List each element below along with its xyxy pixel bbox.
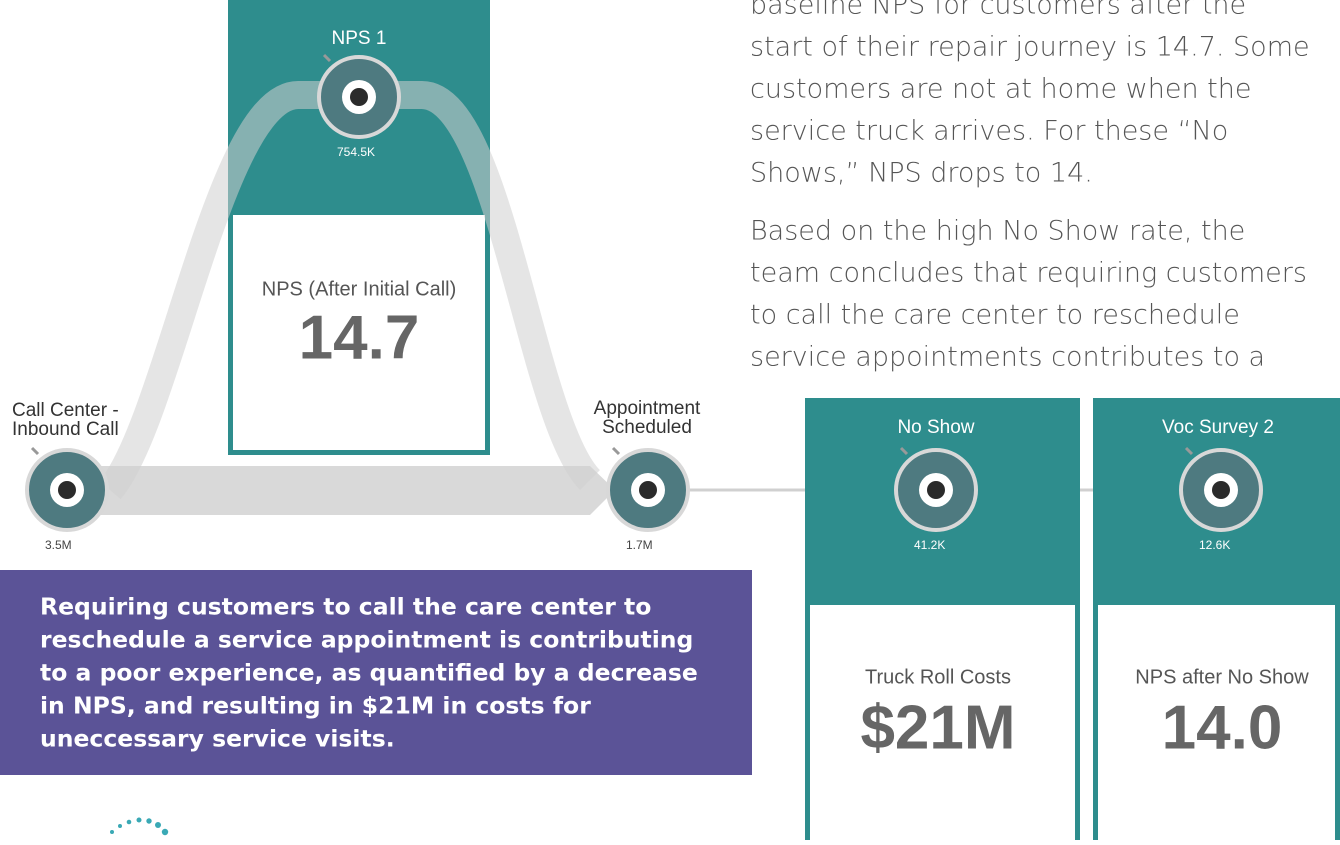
- pin: [899, 446, 909, 456]
- node-dot: [639, 481, 657, 499]
- narrative-line: team concludes that requiring customers: [750, 258, 1307, 289]
- card-body: [810, 605, 1075, 840]
- node-dot: [927, 481, 945, 499]
- card-value: 14.0: [1162, 693, 1283, 762]
- card-value: $21M: [860, 693, 1015, 762]
- narrative-line: customers are not at home when the: [750, 74, 1252, 105]
- node-label: Voc Survey 2: [1162, 417, 1274, 438]
- narrative-line: Based on the high No Show rate, the: [750, 216, 1245, 247]
- pin: [611, 446, 621, 456]
- node-dot: [58, 481, 76, 499]
- callout-line: reschedule a service appointment is cont…: [40, 626, 693, 654]
- node-label: Call Center -: [12, 400, 119, 421]
- pin: [1184, 446, 1194, 456]
- callout-box: [0, 570, 752, 775]
- narrative-line: service truck arrives. For these “No: [750, 116, 1228, 147]
- node-count: 3.5M: [45, 538, 72, 552]
- node-label: Inbound Call: [12, 419, 119, 440]
- flow-band: [67, 466, 615, 515]
- logo: [110, 817, 169, 836]
- narrative-line: service appointments contributes to a: [750, 342, 1265, 373]
- node-label: No Show: [897, 417, 974, 438]
- callout-line: in NPS, and resulting in $21M in costs f…: [40, 692, 591, 720]
- pin: [30, 446, 40, 456]
- node-count: 754.5K: [337, 145, 375, 159]
- card-label: NPS (After Initial Call): [262, 278, 457, 300]
- narrative-line: start of their repair journey is 14.7. S…: [750, 32, 1310, 63]
- card-body: [1098, 605, 1335, 840]
- narrative-line: to call the care center to reschedule: [750, 300, 1240, 331]
- narrative-line: Shows,” NPS drops to 14.: [750, 158, 1093, 189]
- pin: [322, 53, 332, 63]
- callout-line: to a poor experience, as quantified by a…: [40, 659, 698, 687]
- node-dot: [1212, 481, 1230, 499]
- node-label: Appointment: [594, 398, 701, 419]
- node-count: 1.7M: [626, 538, 653, 552]
- card-label: NPS after No Show: [1135, 666, 1309, 688]
- node-count: 41.2K: [914, 538, 945, 552]
- node-dot: [350, 88, 368, 106]
- callout-line: Requiring customers to call the care cen…: [40, 593, 651, 621]
- narrative-line: baseline NPS for customers after the: [750, 0, 1246, 21]
- node-label: NPS 1: [332, 28, 387, 49]
- card-body: [233, 215, 485, 450]
- callout-line: uneccessary service visits.: [40, 725, 395, 753]
- node-label: Scheduled: [602, 417, 692, 438]
- card-value: 14.7: [299, 303, 420, 372]
- node-count: 12.6K: [1199, 538, 1230, 552]
- card-label: Truck Roll Costs: [865, 666, 1011, 688]
